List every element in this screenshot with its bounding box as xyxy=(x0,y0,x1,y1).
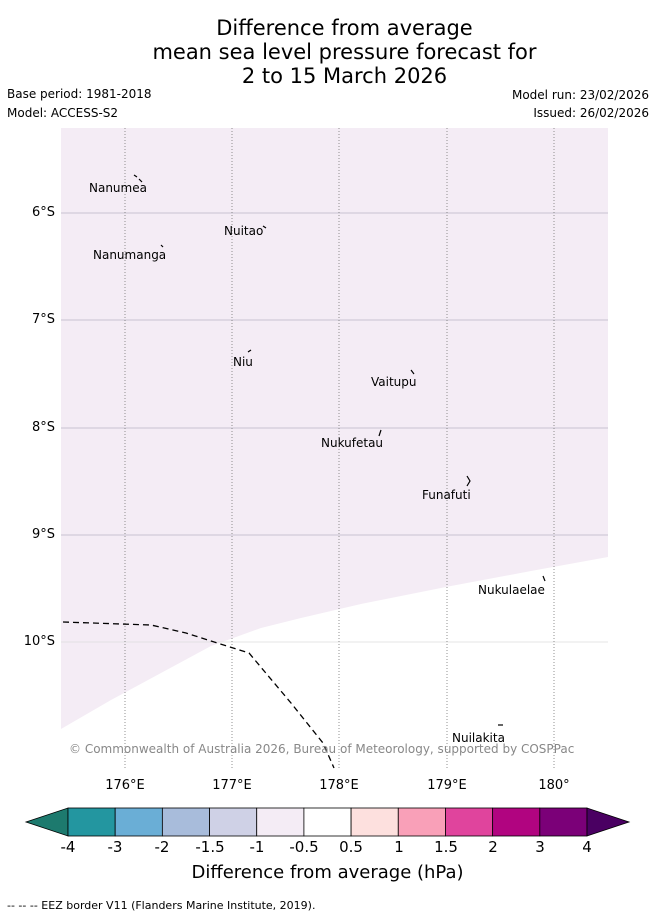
colorbar xyxy=(24,807,631,837)
lon-label: 176°E xyxy=(105,778,145,793)
colorbar-tick: -4 xyxy=(60,838,76,856)
colorbar-cell xyxy=(397,807,446,837)
colorbar-cell xyxy=(114,807,163,837)
colorbar-cell xyxy=(350,807,399,837)
colorbar-cell xyxy=(67,807,116,837)
lat-label: 9°S xyxy=(31,527,55,542)
model-name: Model: ACCESS-S2 xyxy=(7,106,119,120)
colorbar-extend-low xyxy=(24,807,69,837)
graticule xyxy=(61,212,608,643)
colorbar-cell xyxy=(492,807,541,837)
colorbar-tick: 0.5 xyxy=(339,838,363,856)
colorbar-cell xyxy=(209,807,258,837)
eez-footnote: -- -- -- EEZ border V11 (Flanders Marine… xyxy=(7,899,316,912)
place-label: Nanumea xyxy=(89,181,147,195)
model-run: Model run: 23/02/2026 xyxy=(511,88,649,102)
place-label: Nuilakita xyxy=(452,731,505,745)
colorbar-tick: 1 xyxy=(394,838,404,856)
lon-label: 180° xyxy=(538,778,570,793)
copyright-notice: © Commonwealth of Australia 2026, Bureau… xyxy=(69,742,574,756)
colorbar-cell xyxy=(303,807,352,837)
island-outlines xyxy=(133,174,546,726)
lat-label: 6°S xyxy=(31,205,55,220)
title-line-3: 2 to 15 March 2026 xyxy=(241,64,448,88)
colorbar-cell xyxy=(539,807,588,837)
colorbar-tick: -2 xyxy=(154,838,170,856)
colorbar-tick: -1.5 xyxy=(195,838,225,856)
map-title: Difference from average mean sea level p… xyxy=(0,16,655,88)
pressure-map: Nanumea Nuitao Nanumanga Niu Vaitupu Nuk… xyxy=(61,128,608,769)
title-line-2: mean sea level pressure forecast for xyxy=(152,40,537,64)
issued-date: Issued: 26/02/2026 xyxy=(533,106,649,120)
lon-label: 178°E xyxy=(319,778,359,793)
colorbar-cell xyxy=(445,807,494,837)
eez-border xyxy=(62,621,335,769)
lat-label: 8°S xyxy=(31,420,55,435)
colorbar-tick: -1 xyxy=(249,838,265,856)
colorbar-cell xyxy=(161,807,210,837)
colorbar-tick: -3 xyxy=(107,838,123,856)
place-label: Vaitupu xyxy=(371,375,417,389)
colorbar-extend-high xyxy=(586,807,631,837)
place-label: Nukufetau xyxy=(321,436,383,450)
colorbar-tick: 3 xyxy=(535,838,545,856)
anomaly-shading xyxy=(61,128,608,729)
colorbar-tick: 2 xyxy=(488,838,498,856)
title-line-1: Difference from average xyxy=(216,16,473,40)
place-label: Funafuti xyxy=(422,488,471,502)
colorbar-tick: 1.5 xyxy=(434,838,458,856)
place-label: Nanumanga xyxy=(93,248,166,262)
colorbar-cell xyxy=(256,807,305,837)
meridians xyxy=(124,128,555,769)
place-label: Nukulaelae xyxy=(478,583,545,597)
colorbar-label: Difference from average (hPa) xyxy=(191,862,464,883)
place-label: Nuitao xyxy=(224,224,263,238)
place-label: Niu xyxy=(233,355,253,369)
lat-label: 10°S xyxy=(23,634,55,649)
colorbar-tick: 4 xyxy=(582,838,592,856)
lon-label: 179°E xyxy=(427,778,467,793)
base-period: Base period: 1981-2018 xyxy=(7,87,152,101)
lon-label: 177°E xyxy=(212,778,252,793)
lat-label: 7°S xyxy=(31,312,55,327)
colorbar-tick: -0.5 xyxy=(289,838,319,856)
